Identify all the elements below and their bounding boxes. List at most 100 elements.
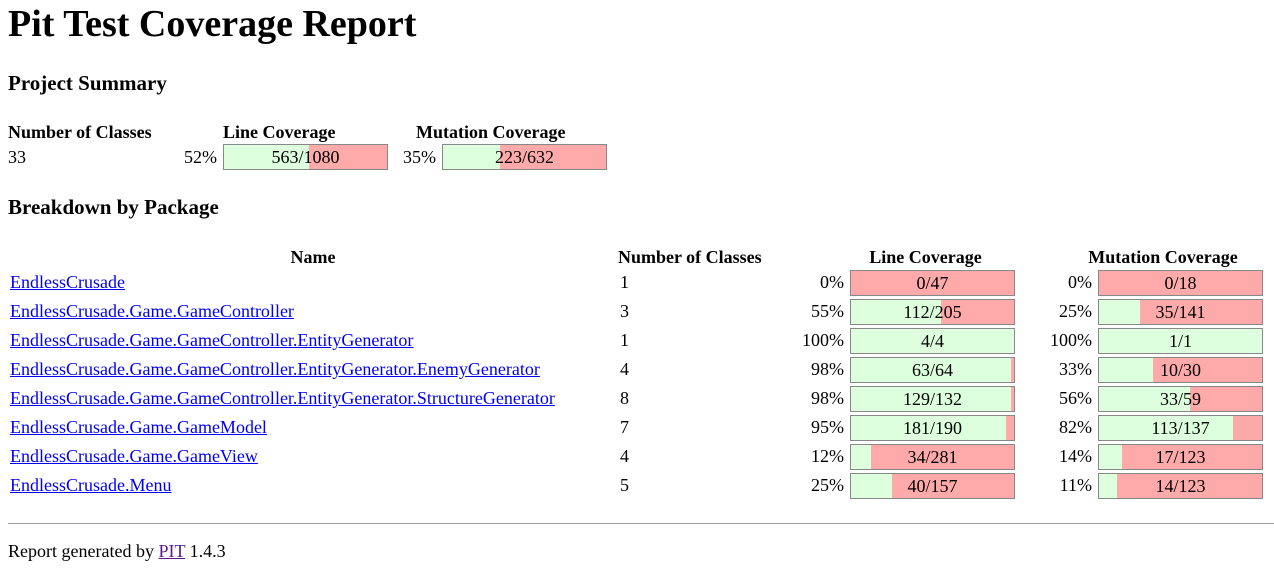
- project-summary-heading: Project Summary: [8, 71, 167, 95]
- coverage-fill: [224, 145, 309, 169]
- coverage-fill: [851, 386, 1011, 411]
- table-row: EndlessCrusade.Game.GameView 4 12% 34/281 14…: [8, 442, 1263, 471]
- mutation-percent: 82%: [1059, 417, 1092, 437]
- coverage-fill: [443, 145, 501, 169]
- coverage-fill: [1099, 444, 1122, 469]
- coverage-fill: [851, 328, 1014, 353]
- mutation-coverage-label: 1/1: [1168, 330, 1192, 351]
- package-link[interactable]: EndlessCrusade.Game.GameController.Entit…: [10, 330, 414, 350]
- mutation-coverage-bar: 10/30: [1098, 356, 1263, 383]
- package-classes: 3: [620, 301, 629, 321]
- line-coverage-bar: 129/132: [850, 385, 1015, 412]
- coverage-fill: [1099, 357, 1153, 382]
- package-classes: 7: [620, 417, 629, 437]
- line-coverage-label: 34/281: [907, 446, 958, 467]
- line-coverage-bar: 63/64: [850, 356, 1015, 383]
- package-link[interactable]: EndlessCrusade: [10, 272, 125, 292]
- package-link[interactable]: EndlessCrusade.Menu: [10, 475, 172, 495]
- header-name: Name: [290, 247, 336, 267]
- mutation-coverage-bar: 1/1: [1098, 327, 1263, 354]
- line-coverage-bar: 181/190: [850, 414, 1015, 441]
- package-classes: 4: [620, 359, 629, 379]
- mutation-coverage-label: 33/59: [1159, 388, 1201, 409]
- mutation-coverage-bar: 14/123: [1098, 472, 1263, 499]
- mutation-coverage-label: 113/137: [1151, 417, 1210, 438]
- package-classes: 1: [620, 272, 629, 292]
- line-coverage-label: 112/205: [903, 301, 962, 322]
- line-coverage-bar: 4/4: [850, 327, 1015, 354]
- coverage-fill: [1099, 299, 1140, 324]
- line-percent: 98%: [811, 388, 844, 408]
- coverage-fill: [1099, 415, 1233, 440]
- package-classes: 1: [620, 330, 629, 350]
- footer-divider: [8, 523, 1274, 524]
- header-line-coverage: Line Coverage: [869, 247, 982, 267]
- coverage-fill: [851, 444, 871, 469]
- line-coverage-label: 0/47: [916, 272, 949, 293]
- line-percent: 0%: [820, 272, 844, 292]
- line-percent: 98%: [811, 359, 844, 379]
- coverage-fill: [1099, 473, 1117, 498]
- summary-mutation-bar: 223/632: [442, 144, 607, 170]
- table-row: EndlessCrusade.Game.GameController.Entit…: [8, 384, 1263, 413]
- mutation-percent: 11%: [1059, 475, 1092, 495]
- coverage-fill: [851, 299, 941, 324]
- coverage-fill: [1099, 328, 1262, 353]
- mutation-percent: 14%: [1059, 446, 1092, 466]
- line-percent: 95%: [811, 417, 844, 437]
- line-coverage-label: 181/190: [902, 417, 962, 438]
- coverage-fill: [851, 415, 1006, 440]
- line-coverage-bar: 40/157: [850, 472, 1015, 499]
- mutation-percent: 33%: [1059, 359, 1092, 379]
- line-coverage-label: 40/157: [907, 475, 958, 496]
- line-coverage-bar: 34/281: [850, 443, 1015, 470]
- page-title: Pit Test Coverage Report: [8, 3, 417, 45]
- package-classes: 8: [620, 388, 629, 408]
- line-coverage-label: 63/64: [911, 359, 953, 380]
- package-link[interactable]: EndlessCrusade.Game.GameController.Entit…: [10, 359, 540, 379]
- line-coverage-bar: 112/205: [850, 298, 1015, 325]
- coverage-fill: [851, 357, 1011, 382]
- summary-header-mutation: Mutation Coverage: [416, 122, 566, 142]
- table-row: EndlessCrusade.Game.GameController.Entit…: [8, 326, 1263, 355]
- header-classes: Number of Classes: [618, 247, 762, 267]
- mutation-coverage-bar: 33/59: [1098, 385, 1263, 412]
- mutation-coverage-label: 10/30: [1159, 359, 1201, 380]
- mutation-coverage-bar: 17/123: [1098, 443, 1263, 470]
- mutation-percent: 25%: [1059, 301, 1092, 321]
- package-link[interactable]: EndlessCrusade.Game.GameModel: [10, 417, 267, 437]
- table-row: EndlessCrusade 1 0% 0/47 0% 0/18: [8, 268, 1263, 297]
- footer-version: 1.4.3: [189, 541, 226, 561]
- table-row: EndlessCrusade.Menu 5 25% 40/157 11% 14/123: [8, 471, 1263, 500]
- mutation-coverage-label: 35/141: [1155, 301, 1206, 322]
- summary-line-percent: 52%: [184, 146, 217, 167]
- mutation-coverage-label: 0/18: [1164, 272, 1197, 293]
- summary-line-label: 563/1080: [271, 147, 340, 167]
- package-link[interactable]: EndlessCrusade.Game.GameController.Entit…: [10, 388, 555, 408]
- mutation-percent: 100%: [1050, 330, 1092, 350]
- package-classes: 4: [620, 446, 629, 466]
- table-row: EndlessCrusade.Game.GameController 3 55% 11…: [8, 297, 1263, 326]
- package-link[interactable]: EndlessCrusade.Game.GameController: [10, 301, 294, 321]
- table-row: EndlessCrusade.Game.GameController.Entit…: [8, 355, 1263, 384]
- line-coverage-label: 4/4: [920, 330, 944, 351]
- mutation-coverage-bar: 35/141: [1098, 298, 1263, 325]
- mutation-coverage-bar: 113/137: [1098, 414, 1263, 441]
- summary-classes: 33: [8, 146, 26, 167]
- mutation-percent: 56%: [1059, 388, 1092, 408]
- breakdown-heading: Breakdown by Package: [8, 195, 219, 219]
- mutation-coverage-label: 17/123: [1155, 446, 1206, 467]
- project-summary-table: Number of Classes Line Coverage Mutation…: [8, 119, 607, 171]
- pit-link[interactable]: PIT: [158, 541, 186, 561]
- summary-line-bar: 563/1080: [223, 144, 388, 170]
- line-percent: 55%: [811, 301, 844, 321]
- summary-mutation-label: 223/632: [494, 147, 554, 167]
- mutation-coverage-bar: 0/18: [1098, 269, 1263, 296]
- line-coverage-bar: 0/47: [850, 269, 1015, 296]
- line-coverage-label: 129/132: [902, 388, 962, 409]
- header-mutation-coverage: Mutation Coverage: [1088, 247, 1238, 267]
- summary-header-line: Line Coverage: [223, 122, 336, 142]
- package-link[interactable]: EndlessCrusade.Game.GameView: [10, 446, 258, 466]
- summary-mutation-percent: 35%: [403, 146, 436, 167]
- summary-header-classes: Number of Classes: [8, 122, 152, 142]
